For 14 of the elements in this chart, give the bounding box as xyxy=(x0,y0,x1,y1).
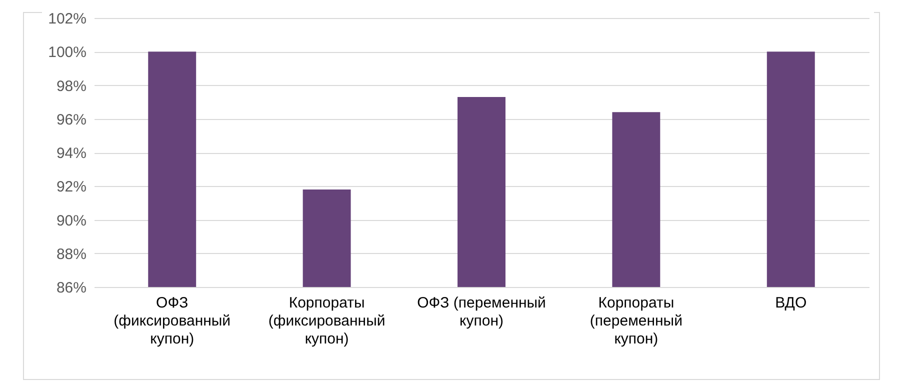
y-tick-label: 90% xyxy=(56,212,86,230)
x-tick-label: ВДО xyxy=(775,294,807,312)
x-tick-label: ОФЗ (переменный купон) xyxy=(417,294,546,330)
x-tick-label: ОФЗ (фиксированный купон) xyxy=(114,294,231,348)
y-tick-label: 100% xyxy=(48,44,86,62)
x-tick-label: Корпораты (переменный купон) xyxy=(590,294,682,348)
y-tick-label: 94% xyxy=(56,145,86,162)
y-tick-label: 98% xyxy=(56,78,86,95)
x-tick-label: Корпораты (фиксированный купон) xyxy=(268,294,386,348)
y-tick-label: 88% xyxy=(56,246,86,263)
y-tick-label: 96% xyxy=(56,111,86,128)
y-tick-label: 102% xyxy=(48,10,86,28)
y-tick-label: 86% xyxy=(56,280,86,296)
y-tick-label: 92% xyxy=(56,178,86,196)
